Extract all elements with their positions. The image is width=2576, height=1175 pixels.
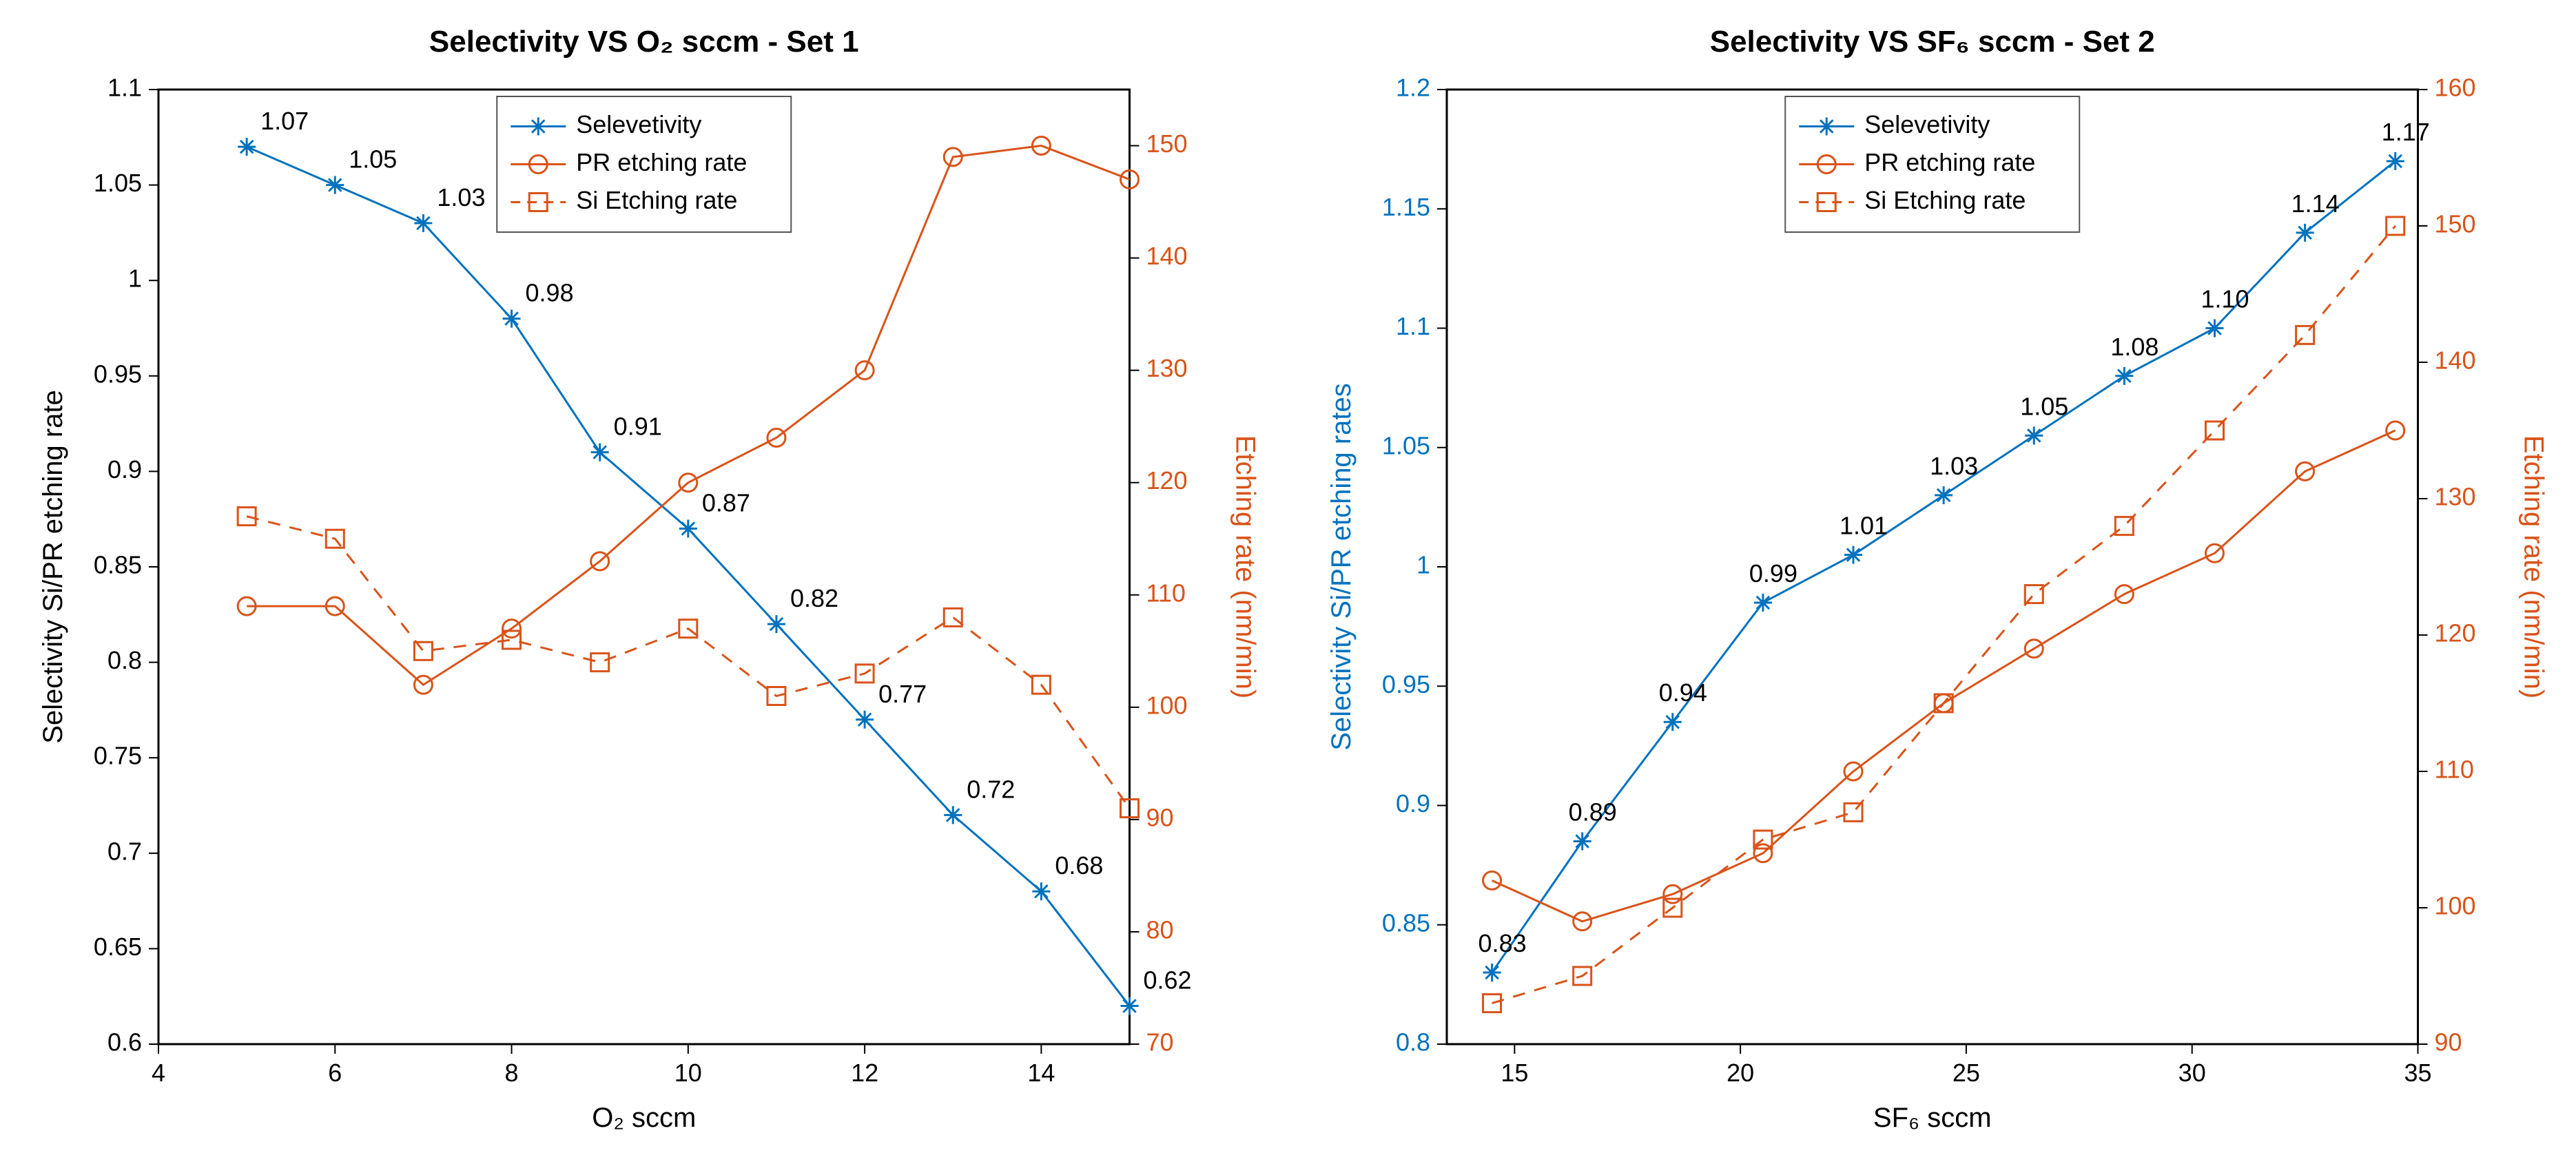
svg-text:PR etching rate: PR etching rate [576, 148, 747, 176]
svg-text:110: 110 [2434, 756, 2473, 784]
svg-text:Si Etching rate: Si Etching rate [1864, 186, 2026, 214]
svg-text:14: 14 [1027, 1059, 1055, 1087]
svg-text:10: 10 [674, 1059, 702, 1087]
svg-text:0.8: 0.8 [107, 646, 142, 674]
svg-text:1.07: 1.07 [260, 107, 309, 135]
svg-text:70: 70 [1146, 1028, 1174, 1057]
svg-text:0.83: 0.83 [1478, 929, 1526, 957]
svg-text:4: 4 [152, 1059, 165, 1087]
chart-svg: 4 6 8 10 12 14 0.6 0.65 0.7 0.75 0.8 0.85 0.9 0.95 1 1.… [0, 0, 1288, 1175]
svg-text:30: 30 [2178, 1059, 2205, 1087]
svg-text:1.1: 1.1 [107, 74, 142, 102]
svg-text:0.82: 0.82 [790, 584, 838, 612]
svg-text:Etching rate (nm/min): Etching rate (nm/min) [1230, 435, 1261, 698]
svg-text:1: 1 [1416, 551, 1430, 579]
svg-text:12: 12 [851, 1059, 878, 1087]
svg-text:120: 120 [2434, 619, 2475, 647]
chart-panel-left: 4 6 8 10 12 14 0.6 0.65 0.7 0.75 0.8 0.85 0.9 0.95 1 1.… [0, 0, 1288, 1175]
svg-text:80: 80 [1146, 915, 1174, 944]
svg-text:1.17: 1.17 [2381, 118, 2429, 146]
svg-text:Selectivity VS SF₆ sccm - Set: Selectivity VS SF₆ sccm - Set 2 [1709, 25, 2154, 59]
svg-text:0.89: 0.89 [1568, 798, 1616, 826]
svg-text:PR etching rate: PR etching rate [1864, 148, 2035, 176]
svg-text:0.72: 0.72 [967, 775, 1015, 803]
svg-text:0.65: 0.65 [94, 933, 142, 961]
svg-text:0.9: 0.9 [107, 455, 142, 483]
svg-text:35: 35 [2404, 1059, 2431, 1087]
svg-text:0.98: 0.98 [526, 279, 574, 307]
svg-text:Selectivity Si/PR etching rate: Selectivity Si/PR etching rates [1326, 383, 1357, 751]
svg-text:Selectivity Si/PR etching rate: Selectivity Si/PR etching rate [38, 390, 68, 744]
svg-text:SF₆ sccm: SF₆ sccm [1873, 1103, 1991, 1133]
svg-text:25: 25 [1952, 1059, 1979, 1087]
chart-panel-right: 15 20 25 30 35 0.8 0.85 0.9 0.95 1 1.05 1.1 1.15 1.2 9… [1288, 0, 2576, 1175]
svg-text:1.14: 1.14 [2291, 189, 2339, 218]
svg-text:0.7: 0.7 [107, 837, 142, 865]
svg-text:Selectivity VS O₂ sccm - Set 1: Selectivity VS O₂ sccm - Set 1 [429, 25, 859, 59]
svg-text:150: 150 [1146, 129, 1188, 158]
svg-text:0.94: 0.94 [1658, 678, 1707, 707]
svg-text:Si Etching rate: Si Etching rate [576, 186, 737, 214]
svg-text:0.75: 0.75 [94, 742, 142, 770]
svg-text:0.77: 0.77 [878, 680, 927, 708]
svg-text:1.2: 1.2 [1395, 74, 1430, 102]
svg-text:100: 100 [2434, 892, 2475, 920]
svg-text:0.62: 0.62 [1144, 966, 1192, 995]
svg-text:1.08: 1.08 [2110, 333, 2158, 361]
svg-text:1: 1 [128, 264, 142, 293]
svg-text:8: 8 [505, 1059, 519, 1087]
svg-text:1.05: 1.05 [1381, 431, 1430, 459]
svg-text:0.9: 0.9 [1395, 789, 1430, 818]
svg-text:1.03: 1.03 [437, 183, 485, 211]
svg-text:90: 90 [1146, 803, 1174, 831]
svg-text:1.05: 1.05 [94, 169, 142, 197]
svg-text:Selevetivity: Selevetivity [1864, 110, 1990, 138]
svg-text:0.91: 0.91 [614, 413, 662, 441]
svg-text:1.10: 1.10 [2201, 285, 2249, 313]
legend: Selevetivity PR etching rate Si Etching ra… [497, 96, 791, 232]
svg-text:0.99: 0.99 [1749, 559, 1797, 588]
svg-text:110: 110 [1146, 579, 1186, 607]
svg-text:0.95: 0.95 [1381, 670, 1430, 698]
svg-text:1.01: 1.01 [1840, 512, 1888, 540]
svg-text:Selevetivity: Selevetivity [576, 110, 701, 138]
svg-text:140: 140 [2434, 346, 2475, 375]
svg-text:Etching rate (nm/min): Etching rate (nm/min) [2518, 435, 2548, 698]
svg-text:120: 120 [1146, 466, 1188, 495]
svg-text:O₂ sccm: O₂ sccm [592, 1103, 696, 1133]
legend: Selevetivity PR etching rate Si Etching ra… [1785, 96, 2079, 232]
svg-text:0.68: 0.68 [1055, 851, 1103, 880]
svg-text:15: 15 [1501, 1059, 1528, 1087]
chart-svg: 15 20 25 30 35 0.8 0.85 0.9 0.95 1 1.05 1.1 1.15 1.2 9… [1288, 0, 2576, 1175]
svg-text:160: 160 [2434, 74, 2475, 102]
svg-text:0.6: 0.6 [107, 1028, 142, 1057]
svg-text:20: 20 [1727, 1059, 1754, 1087]
svg-text:1.03: 1.03 [1930, 452, 1978, 480]
svg-text:90: 90 [2434, 1028, 2462, 1057]
chart-container: 4 6 8 10 12 14 0.6 0.65 0.7 0.75 0.8 0.85 0.9 0.95 1 1.… [0, 0, 2576, 1175]
svg-text:150: 150 [2434, 210, 2475, 238]
svg-text:0.87: 0.87 [702, 489, 750, 517]
svg-text:140: 140 [1146, 242, 1188, 270]
svg-text:6: 6 [328, 1059, 342, 1087]
svg-text:1.1: 1.1 [1395, 312, 1430, 340]
svg-text:0.85: 0.85 [1381, 908, 1430, 937]
svg-text:1.05: 1.05 [2020, 392, 2068, 420]
svg-text:130: 130 [1146, 354, 1188, 382]
svg-text:1.05: 1.05 [349, 145, 397, 174]
svg-text:1.15: 1.15 [1381, 193, 1430, 221]
svg-text:100: 100 [1146, 691, 1188, 719]
svg-text:0.8: 0.8 [1395, 1028, 1430, 1057]
svg-text:0.85: 0.85 [94, 551, 142, 579]
svg-text:0.95: 0.95 [94, 360, 142, 388]
svg-text:130: 130 [2434, 483, 2475, 511]
